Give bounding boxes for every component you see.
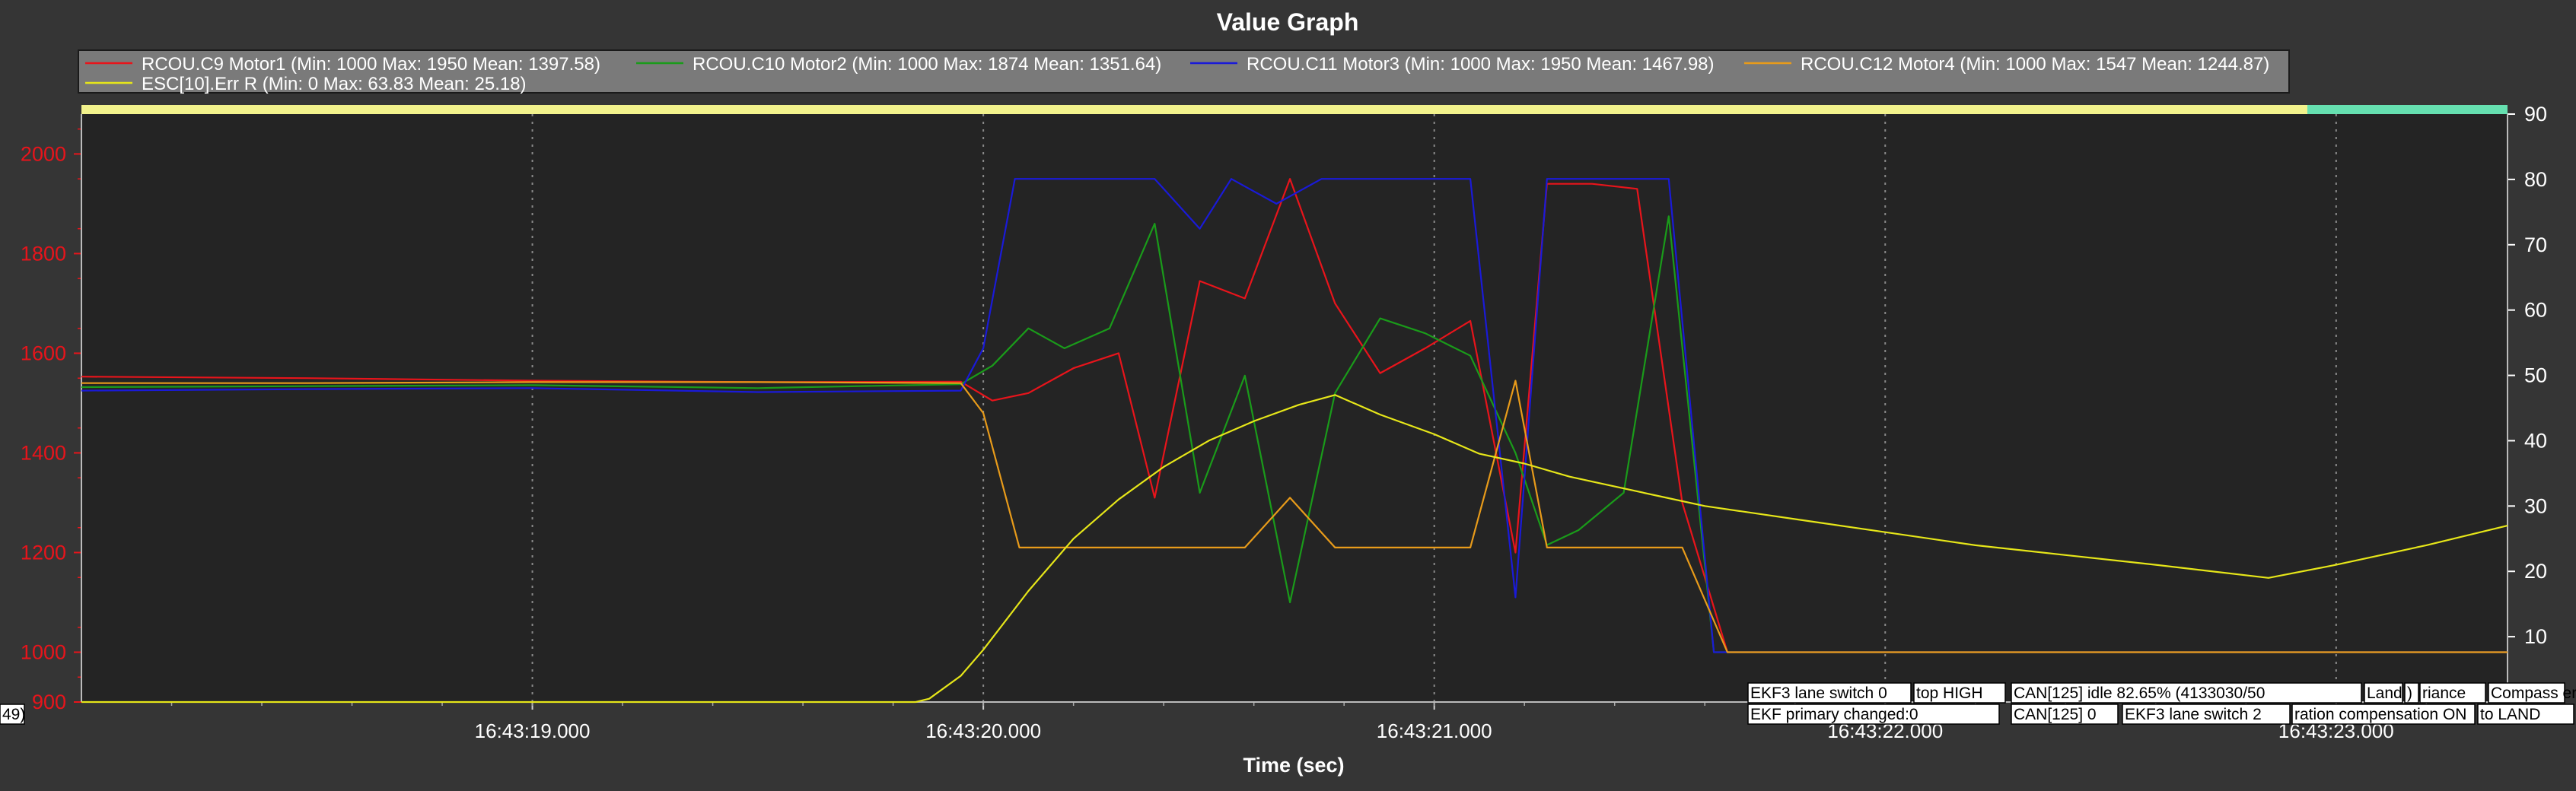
event-annotation-1: top HIGH (1916, 685, 1983, 702)
event-annotation-9: EKF3 lane switch 2 (2125, 706, 2262, 723)
series-line-3[interactable] (81, 380, 2508, 653)
event-annotation-box (1747, 682, 1912, 704)
y-tick-label-4: 1600 (21, 341, 66, 364)
event-annotation-box (2477, 704, 2574, 725)
event-annotation-box (2011, 682, 2362, 704)
event-annotation-7: EKF primary changed:0 (1750, 706, 1918, 723)
event-annotation-box (2404, 682, 2419, 704)
series (81, 178, 2508, 704)
event-annotation-0: EKF3 lane switch 0 (1750, 685, 1887, 702)
series-line-2[interactable] (81, 178, 2508, 653)
x-tick-label-2: 16:43:21.000 (1377, 720, 1492, 742)
event-annotation-box (2291, 704, 2476, 725)
y2-tick-label-1: 20 (2524, 560, 2547, 583)
status-strip-yellow (81, 105, 2307, 114)
event-annotation-box (2364, 682, 2403, 704)
x-tick-label-1: 16:43:20.000 (925, 720, 1041, 742)
y2-tick-label-8: 90 (2524, 103, 2547, 125)
event-annotation-box (1747, 704, 2000, 725)
chart-title: Value Graph (1217, 8, 1359, 36)
event-annotation-box (1913, 682, 2006, 704)
y-tick-label-0: 900 (32, 691, 66, 713)
event-annotation-box (2419, 682, 2486, 704)
event-annotation-2: CAN[125] idle 82.65% (4133030/50 (2014, 685, 2265, 702)
y-tick-label-3: 1400 (21, 441, 66, 464)
x-tick-label-0: 16:43:19.000 (475, 720, 591, 742)
y-tick-label-2: 1200 (21, 541, 66, 564)
legend: RCOU.C9 Motor1 (Min: 1000 Max: 1950 Mean… (85, 54, 2269, 94)
series-line-1[interactable] (81, 215, 2508, 653)
legend-entry-4: ESC[10].Err R (Min: 0 Max: 63.83 Mean: 2… (142, 74, 527, 94)
y2-tick-label-2: 30 (2524, 494, 2547, 517)
series-line-4[interactable] (81, 394, 2508, 704)
event-annotation-3: Land (2367, 685, 2402, 702)
event-annotations: EKF3 lane switch 0 top HIGH CAN[125] idle … (0, 682, 2576, 725)
event-annotation-box (2122, 704, 2291, 725)
y-tick-label-1: 1000 (21, 640, 66, 663)
legend-entry-1: RCOU.C10 Motor2 (Min: 1000 Max: 1874 Mea… (693, 54, 1161, 75)
y2-tick-label-4: 50 (2524, 364, 2547, 387)
event-annotation-box (2011, 704, 2119, 725)
y2-tick-label-5: 60 (2524, 299, 2547, 322)
legend-entry-2: RCOU.C11 Motor3 (Min: 1000 Max: 1950 Mea… (1247, 54, 1715, 75)
event-annotation-12: 49) (2, 706, 25, 723)
legend-entry-0: RCOU.C9 Motor1 (Min: 1000 Max: 1950 Mean… (142, 54, 600, 75)
event-annotation-4: ) (2407, 685, 2412, 702)
y-tick-label-5: 1800 (21, 242, 66, 265)
event-annotation-box (2488, 682, 2565, 704)
x-axis-label: Time (sec) (1243, 754, 1344, 777)
event-annotation-box (0, 704, 25, 725)
status-strip-teal (2307, 105, 2508, 114)
y2-tick-label-0: 10 (2524, 625, 2547, 648)
y2-tick-label-7: 80 (2524, 168, 2547, 191)
event-annotation-6: Compass error (2491, 685, 2576, 702)
event-annotation-10: ration compensation ON (2294, 706, 2466, 723)
y2-tick-label-3: 40 (2524, 429, 2547, 452)
series-line-0[interactable] (81, 178, 2508, 653)
y-tick-label-6: 2000 (21, 142, 66, 165)
event-annotation-8: CAN[125] 0 (2014, 706, 2097, 723)
legend-box (78, 49, 2290, 94)
axes: 16:43:19.000 16:43:20.000 16:43:21.000 16:4… (21, 103, 2547, 742)
event-annotation-5: riance (2422, 685, 2466, 702)
legend-entry-3: RCOU.C12 Motor4 (Min: 1000 Max: 1547 Mea… (1801, 54, 2269, 75)
plot-area[interactable] (81, 114, 2508, 702)
event-annotation-11: to LAND (2480, 706, 2540, 723)
y2-tick-label-6: 70 (2524, 233, 2547, 256)
